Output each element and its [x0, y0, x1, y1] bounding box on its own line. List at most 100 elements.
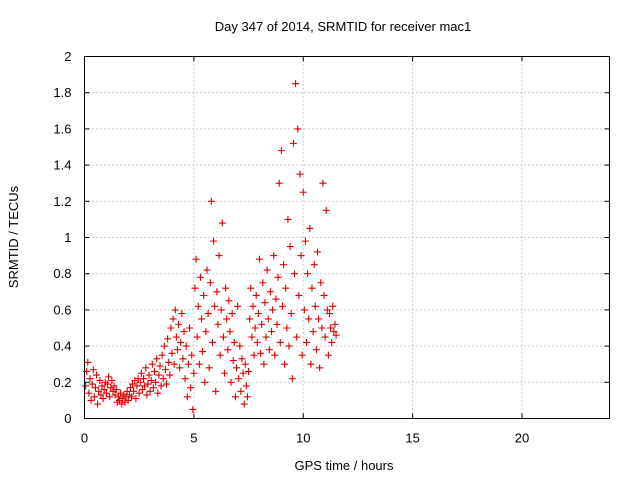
data-point [259, 279, 267, 287]
data-point [318, 324, 326, 332]
data-point [199, 348, 207, 356]
data-point [102, 389, 110, 397]
data-point [281, 360, 289, 368]
data-point [250, 351, 258, 359]
data-point [262, 333, 270, 341]
y-tick-label: 1.8 [53, 85, 71, 100]
data-point [163, 380, 171, 388]
data-point [329, 302, 337, 310]
data-point [265, 346, 273, 354]
data-point [229, 357, 237, 365]
x-tick-label: 0 [81, 431, 88, 446]
data-point [155, 371, 163, 379]
data-point [235, 375, 243, 383]
data-point [271, 351, 279, 359]
data-point [323, 306, 331, 314]
axis-ticks: 0 5 10 15 20 0 0.2 0.4 0.6 0.8 1 1.2 1.4 1.6 1.8 2 [53, 49, 610, 446]
data-point [299, 188, 307, 196]
data-point [90, 393, 98, 401]
data-point [305, 315, 313, 323]
data-point [252, 291, 260, 299]
data-point [257, 349, 265, 357]
data-point [256, 255, 263, 263]
data-point [293, 333, 301, 341]
data-point [291, 270, 298, 278]
data-point [148, 360, 156, 368]
data-point [296, 170, 304, 178]
data-point [200, 291, 208, 299]
data-point [180, 328, 188, 336]
data-point [182, 342, 190, 350]
data-point [181, 375, 189, 383]
y-tick-label: 0 [64, 411, 71, 426]
data-point [268, 328, 276, 336]
data-point [316, 364, 324, 372]
data-point [171, 306, 179, 314]
y-tick-label: 0.4 [53, 339, 71, 354]
data-point [143, 391, 151, 399]
data-point [321, 333, 329, 341]
data-point [91, 384, 99, 392]
data-point [248, 333, 256, 341]
x-axis-label: GPS time / hours [295, 458, 394, 473]
data-point [300, 306, 308, 314]
data-point [292, 80, 300, 88]
data-point [179, 355, 187, 363]
chart-title: Day 347 of 2014, SRMTID for receiver mac… [215, 19, 472, 34]
data-point [227, 378, 235, 386]
data-point [313, 248, 321, 256]
data-point [215, 252, 223, 260]
data-point [219, 333, 227, 341]
data-point [242, 382, 250, 390]
x-tick-label: 10 [296, 431, 310, 446]
data-point [146, 387, 154, 395]
data-point [224, 346, 232, 354]
data-point [294, 125, 302, 133]
data-point [106, 393, 114, 401]
data-point [213, 288, 221, 296]
data-point [330, 328, 338, 336]
data-point [98, 382, 106, 390]
data-point [124, 396, 132, 404]
y-tick-label: 1.2 [53, 194, 71, 209]
data-point [273, 320, 281, 328]
data-point [193, 333, 201, 341]
data-point [315, 315, 323, 323]
data-point [160, 342, 168, 350]
data-point [198, 315, 206, 323]
data-point [97, 391, 105, 399]
data-point [192, 255, 200, 263]
y-tick-label: 0.2 [53, 375, 71, 390]
data-point [278, 302, 286, 310]
data-point [133, 382, 141, 390]
data-point [114, 393, 122, 401]
data-point [189, 405, 197, 413]
data-point [108, 376, 116, 384]
data-point [312, 346, 320, 354]
data-point [168, 349, 176, 357]
plot-frame [84, 56, 610, 419]
data-point [234, 302, 242, 310]
data-point [178, 310, 186, 318]
data-point [159, 375, 167, 383]
chart-grid [84, 56, 610, 419]
data-point [240, 400, 248, 408]
data-point [218, 219, 226, 227]
data-point [226, 328, 234, 336]
data-point [211, 302, 219, 310]
data-point [201, 378, 209, 386]
data-point [231, 393, 239, 401]
y-tick-label: 1.4 [53, 158, 71, 173]
y-tick-label: 0.6 [53, 302, 71, 317]
data-point [140, 375, 148, 383]
data-point [287, 310, 295, 318]
data-point [161, 366, 169, 374]
data-point [289, 139, 297, 147]
data-point [186, 324, 193, 332]
data-point [297, 252, 305, 260]
data-point [154, 389, 162, 397]
data-point [183, 393, 191, 401]
data-point [152, 378, 160, 386]
data-point [166, 371, 174, 379]
data-point [332, 331, 340, 339]
